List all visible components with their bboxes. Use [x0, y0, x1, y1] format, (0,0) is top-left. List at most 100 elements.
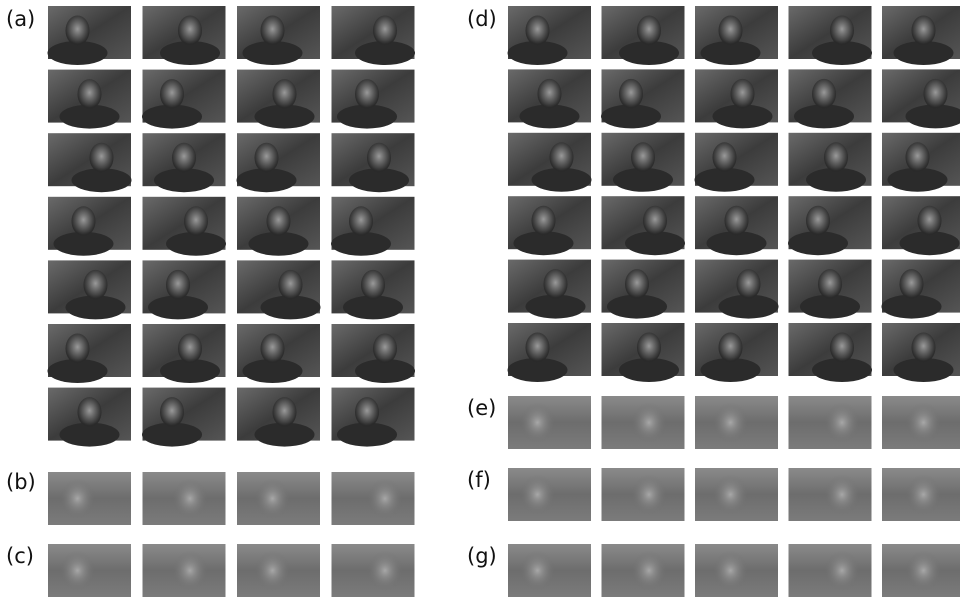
thumbnail [237, 544, 320, 597]
thumbnail [48, 133, 132, 192]
face [166, 270, 190, 300]
face [532, 206, 556, 236]
face [924, 79, 948, 109]
thumbnail [695, 396, 778, 449]
face [737, 269, 761, 299]
thumbnail [237, 324, 320, 383]
thumbnail [142, 70, 226, 129]
thumbnail [508, 196, 591, 255]
image-grid [48, 544, 415, 597]
face-blur [631, 403, 667, 443]
thumbnail [882, 6, 960, 65]
thumbnail [332, 260, 415, 319]
face [349, 206, 373, 236]
thumbnail [237, 70, 320, 129]
thumbnail [332, 70, 415, 129]
panel-label: (e) [467, 396, 496, 420]
thumbnail [882, 196, 960, 255]
image-grid [508, 6, 960, 382]
face [66, 334, 90, 364]
face [178, 16, 202, 46]
face-blur [172, 479, 208, 519]
thumbnail [237, 6, 320, 65]
thumbnail [143, 6, 226, 65]
thumbnail [48, 388, 131, 447]
image-grid [48, 472, 415, 525]
face [812, 79, 836, 109]
face [830, 16, 854, 46]
face [78, 397, 102, 427]
thumbnail [602, 260, 685, 319]
thumbnail [508, 323, 592, 382]
thumbnail [332, 388, 415, 447]
figure: (a)(b)(c)(d)(e)(f)(g) [0, 0, 960, 599]
face-blur [255, 479, 291, 519]
panel-label: (b) [6, 470, 36, 494]
thumbnail [695, 6, 778, 65]
thumbnail [237, 472, 320, 525]
face [806, 206, 830, 236]
thumbnail [142, 388, 226, 447]
thumbnail [48, 472, 131, 525]
panel-label: (d) [467, 7, 497, 31]
thumbnail [48, 324, 132, 383]
thumbnail [143, 260, 226, 319]
thumbnail [602, 133, 685, 192]
face [90, 143, 114, 173]
face-blur [255, 551, 291, 591]
face-blur [906, 403, 942, 443]
thumbnail [237, 197, 320, 256]
face [912, 16, 936, 46]
face [906, 142, 930, 172]
face [824, 142, 848, 172]
face [912, 333, 936, 363]
face [160, 397, 184, 427]
thumbnail [695, 133, 779, 192]
thumbnail [882, 396, 960, 449]
face [918, 206, 942, 236]
face-blur [824, 403, 860, 443]
face [900, 269, 924, 299]
thumbnail [882, 323, 960, 382]
thumbnail [48, 6, 132, 65]
thumbnail [602, 468, 685, 521]
face-blur [713, 551, 749, 591]
page: (a)(b)(c)(d)(e)(f)(g) (() => { const dat… [0, 0, 960, 599]
face [719, 333, 743, 363]
thumbnail [237, 133, 321, 192]
face [160, 79, 184, 109]
thumbnail [332, 6, 416, 65]
face-blur [172, 551, 208, 591]
face-blur [60, 551, 96, 591]
face [66, 16, 90, 46]
face-blur [824, 551, 860, 591]
thumbnail [601, 69, 685, 128]
thumbnail [882, 133, 960, 192]
face [184, 206, 208, 236]
thumbnail [48, 544, 131, 597]
panel-label: (c) [6, 544, 34, 568]
face [538, 79, 562, 109]
face-blur [824, 475, 860, 515]
face-blur [60, 479, 96, 519]
thumbnail [789, 396, 872, 449]
face [637, 333, 661, 363]
thumbnail [695, 323, 778, 382]
face-blur [906, 551, 942, 591]
face-blur [520, 475, 556, 515]
thumbnail [602, 6, 685, 65]
face-blur [713, 403, 749, 443]
thumbnail [143, 472, 226, 525]
face [361, 270, 385, 300]
face-blur [631, 475, 667, 515]
face [255, 143, 279, 173]
thumbnail [882, 260, 960, 319]
thumbnail [143, 197, 227, 256]
face [526, 333, 550, 363]
thumbnail [48, 260, 131, 319]
face [172, 143, 196, 173]
thumbnail [789, 468, 872, 521]
thumbnail [332, 544, 415, 597]
face [84, 270, 108, 300]
thumbnail [789, 260, 872, 319]
